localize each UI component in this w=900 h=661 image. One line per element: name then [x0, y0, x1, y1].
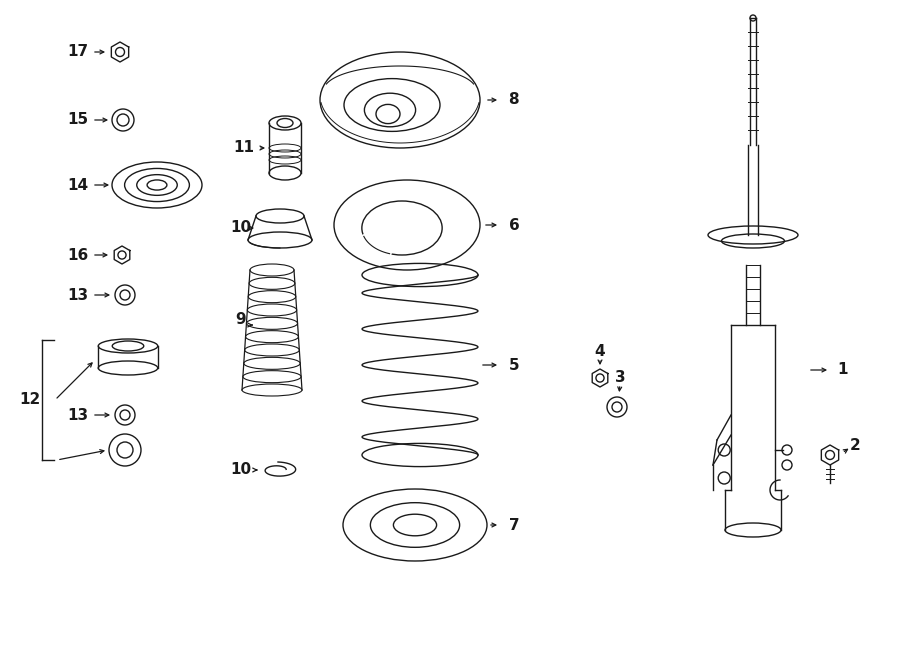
Text: 14: 14	[68, 178, 88, 192]
Text: 11: 11	[233, 141, 255, 155]
Text: 1: 1	[838, 362, 848, 377]
Text: 2: 2	[850, 438, 860, 453]
Text: 13: 13	[68, 288, 88, 303]
Text: 10: 10	[230, 221, 252, 235]
Text: 12: 12	[20, 393, 40, 407]
Text: 17: 17	[68, 44, 88, 59]
Text: 7: 7	[508, 518, 519, 533]
Text: 8: 8	[508, 93, 518, 108]
Text: 10: 10	[230, 463, 252, 477]
Text: 6: 6	[508, 217, 519, 233]
Text: 5: 5	[508, 358, 519, 373]
Text: 4: 4	[595, 344, 606, 360]
Text: 13: 13	[68, 407, 88, 422]
Text: 9: 9	[236, 313, 247, 327]
Text: 16: 16	[68, 247, 88, 262]
Text: 3: 3	[615, 371, 626, 385]
Text: 15: 15	[68, 112, 88, 128]
